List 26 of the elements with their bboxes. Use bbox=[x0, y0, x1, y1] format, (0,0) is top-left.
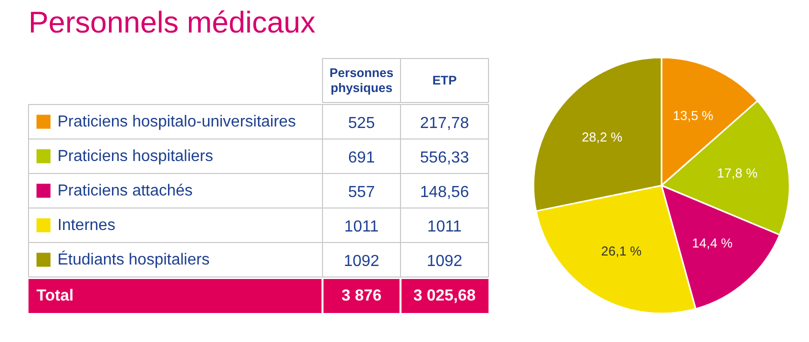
text: Total bbox=[36, 288, 74, 304]
text: 3 876 bbox=[341, 288, 382, 304]
data-label: 1092 bbox=[344, 252, 380, 270]
text: Personnels médicaux bbox=[28, 6, 316, 40]
data-label: 557 bbox=[348, 184, 375, 201]
category-label: Praticiens hospitalo-universitaires bbox=[58, 113, 296, 130]
series-label: Personnes physiques bbox=[330, 66, 394, 95]
data-label: 148,56 bbox=[420, 184, 470, 201]
data-label: 26,1 % bbox=[601, 243, 642, 258]
data-label: 1011 bbox=[427, 218, 462, 236]
data-label: 17,8 % bbox=[717, 166, 758, 181]
text: 3 025,68 bbox=[413, 288, 476, 304]
data-label: 1011 bbox=[344, 218, 379, 236]
data-label: 691 bbox=[348, 149, 375, 166]
category-label: Internes bbox=[58, 216, 116, 234]
category-label: Praticiens hospitaliers bbox=[58, 148, 214, 165]
category-label: Étudiants hospitaliers bbox=[58, 250, 210, 268]
data-label: 556,33 bbox=[420, 149, 470, 166]
series-label: ETP bbox=[432, 74, 457, 88]
data-label: 1092 bbox=[426, 252, 462, 270]
data-label: 13,5 % bbox=[672, 108, 714, 124]
data-label: 525 bbox=[348, 114, 375, 132]
data-label: 14,4 % bbox=[692, 236, 733, 251]
data-label: 217,78 bbox=[420, 114, 470, 132]
category-label: Praticiens attachés bbox=[58, 182, 193, 200]
data-label: 28,2 % bbox=[582, 129, 623, 144]
